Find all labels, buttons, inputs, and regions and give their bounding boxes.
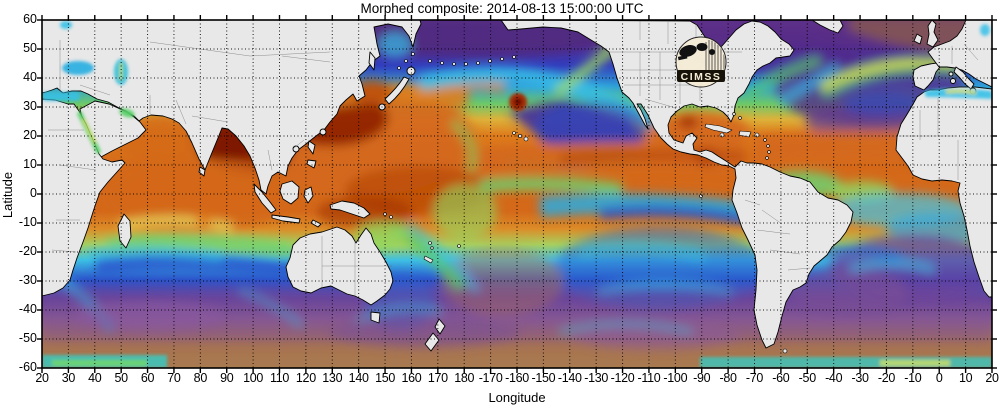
x-tick-label: -30 (851, 371, 869, 385)
x-tick-label: 30 (61, 371, 76, 385)
landmass-timor (310, 219, 322, 228)
x-tick-label: -20 (877, 371, 896, 385)
y-tick-label: -50 (18, 331, 37, 345)
x-tick-label: -60 (772, 371, 790, 385)
black-sea (62, 61, 94, 75)
x-tick-label: 170 (427, 371, 448, 385)
x-tick-label: 50 (114, 371, 129, 385)
y-tick-label: -40 (18, 302, 37, 316)
x-tick-label: 140 (348, 371, 369, 385)
graticule (42, 20, 992, 368)
x-tick-label: 120 (295, 371, 316, 385)
cimss-logo: CIMSS (675, 36, 727, 88)
y-tick-label: -20 (18, 244, 37, 258)
y-tick-label: 10 (23, 157, 37, 171)
x-tick-label: 130 (322, 371, 343, 385)
landmass-tasmania (370, 311, 381, 324)
x-tick-label: -70 (745, 371, 764, 385)
landmass-greenland (811, 20, 844, 34)
x-tick-label: -160 (505, 371, 529, 385)
x-tick-label: -90 (693, 371, 711, 385)
landmass-new-zealand (424, 318, 446, 352)
x-tick-label: 10 (958, 371, 973, 385)
x-tick-label: 110 (269, 371, 290, 385)
x-tick-label: 180 (454, 371, 475, 385)
x-tick-label: 160 (401, 371, 422, 385)
x-tick-label: -80 (719, 371, 737, 385)
east-mediterranean (42, 92, 80, 101)
x-tick-label: -50 (798, 371, 816, 385)
x-tick-label: 100 (243, 371, 264, 385)
y-tick-label: 60 (23, 12, 37, 26)
x-tick-label: 80 (193, 371, 208, 385)
x-tick-label: 60 (140, 371, 155, 385)
landmass-borneo (279, 180, 300, 205)
figure-title: Morphed composite: 2014-08-13 15:00:00 U… (360, 1, 644, 16)
landmass-sri-lanka (198, 166, 206, 177)
logo-banner (677, 70, 725, 82)
x-tick-label: 40 (88, 371, 102, 385)
x-tick-label: -150 (531, 371, 556, 385)
landmass-britain (926, 20, 939, 48)
cimss-logo-text: CIMSS (681, 71, 722, 83)
axis-ticks (37, 15, 997, 373)
x-tick-label: 150 (375, 371, 396, 385)
landmass-iberia (912, 62, 941, 91)
y-tick-label: -10 (18, 215, 37, 229)
y-tick-label: 50 (23, 41, 37, 55)
persian-gulf (119, 108, 135, 118)
x-tick-label: -140 (557, 371, 582, 385)
x-tick-label: 70 (167, 371, 181, 385)
x-tick-label: 20 (985, 371, 999, 385)
x-tick-label: -120 (610, 371, 635, 385)
x-tick-label: -110 (637, 371, 661, 385)
y-tick-label: -30 (18, 273, 37, 287)
x-tick-label: 20 (35, 371, 49, 385)
y-tick-label: 20 (23, 128, 37, 142)
x-tick-label: 0 (935, 371, 943, 385)
landmass-new-guinea (329, 200, 371, 219)
x-tick-label: -40 (825, 371, 843, 385)
y-tick-label: 0 (30, 186, 37, 200)
landmass-sakhalin (368, 51, 376, 71)
landmass-europe (927, 20, 992, 88)
baltic-sea (60, 21, 72, 29)
x-tick-label: -100 (663, 371, 688, 385)
landmass-japan (384, 76, 410, 105)
y-axis-title: Latitude (0, 171, 15, 219)
satellite-silhouettes (677, 43, 715, 61)
y-tick-label: 40 (23, 70, 37, 84)
x-tick-label: 90 (220, 371, 234, 385)
landmass-philippines (306, 140, 317, 169)
x-tick-label: -170 (478, 371, 503, 385)
landmass-americas (500, 20, 854, 349)
x-axis-title: Longitude (488, 390, 546, 405)
x-tick-label: -10 (904, 371, 922, 385)
y-tick-label: -60 (18, 360, 37, 374)
landmass-madagascar (117, 213, 132, 249)
landmass-ireland (913, 33, 923, 45)
y-tick-label: 30 (23, 99, 37, 113)
x-tick-label: -130 (584, 371, 609, 385)
